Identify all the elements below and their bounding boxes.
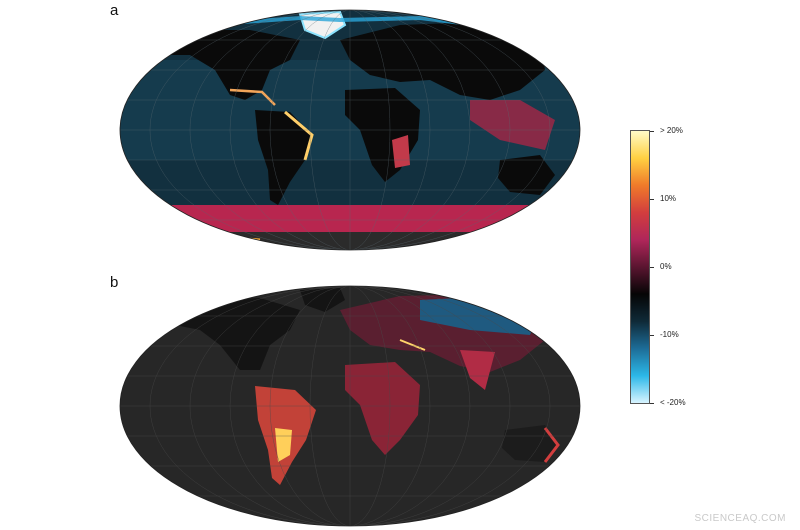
legend-label-max: > 20% — [660, 126, 683, 135]
map-panel-a — [120, 10, 580, 250]
panel-label-b: b — [110, 274, 119, 291]
south-america-coast-glow — [284, 110, 314, 161]
graticule-b — [120, 286, 580, 526]
australia-b — [502, 425, 558, 462]
greenland-coast-glow — [298, 10, 347, 40]
madagascar-red — [392, 135, 410, 168]
color-legend-bar — [630, 130, 650, 404]
australia-b-edge — [543, 427, 560, 463]
graticule-a — [120, 10, 580, 250]
watermark: SCIENCEAQ.COM — [694, 513, 786, 524]
legend-label-neg10: -10% — [660, 330, 679, 339]
legend-tick — [650, 131, 654, 132]
australia — [498, 155, 555, 195]
map-panel-b — [120, 286, 580, 526]
legend-label-0: 0% — [660, 262, 672, 271]
europe-asia — [340, 22, 545, 100]
panel-label-a: a — [110, 2, 119, 19]
greenland-b — [300, 288, 345, 312]
africa-b — [345, 362, 420, 455]
mideast-glow-b — [399, 339, 426, 351]
legend-tick — [650, 199, 654, 200]
legend-tick — [650, 267, 654, 268]
caribbean-glow — [229, 88, 276, 106]
south-america — [255, 110, 312, 205]
legend-label-min: < -20% — [660, 398, 686, 407]
legend-label-10: 10% — [660, 194, 677, 203]
india-se-asia-red — [470, 100, 555, 150]
legend-tick — [650, 335, 654, 336]
south-america-b-hot — [275, 428, 292, 462]
north-america — [150, 30, 300, 100]
legend-tick — [650, 403, 654, 404]
india-b — [460, 350, 495, 390]
